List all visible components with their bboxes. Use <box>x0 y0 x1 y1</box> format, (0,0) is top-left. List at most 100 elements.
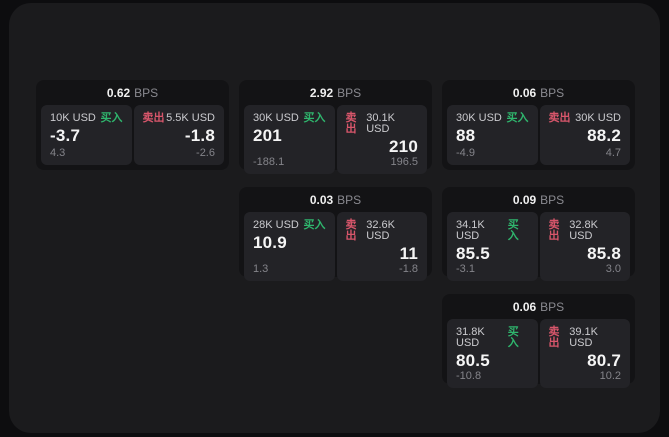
sell-tile[interactable]: 卖出 5.5K USD -1.8 -2.6 <box>133 105 224 165</box>
buy-tile-header: 34.1K USD 买入 <box>456 220 529 242</box>
buy-badge: 买入 <box>303 219 326 231</box>
sell-tile-header: 卖出 32.8K USD <box>549 220 622 242</box>
quote-card: 0.03 BPS 28K USD 买入 10.9 1.3 卖出 32.6K US… <box>239 187 432 281</box>
sell-tile-header: 卖出 39.1K USD <box>549 327 622 349</box>
sell-quote-sub: 4.7 <box>605 147 621 159</box>
buy-badge: 买入 <box>100 112 123 124</box>
buy-quote-sub: -3.1 <box>456 262 475 275</box>
sell-quote-sub: 3.0 <box>605 262 621 275</box>
sell-quote-value: 210 <box>389 137 418 156</box>
bps-unit: BPS <box>540 192 565 207</box>
sell-tile-header: 卖出 32.6K USD <box>346 220 419 242</box>
quote-body: 30K USD 买入 88 -4.9 卖出 30K USD 88.2 4.7 <box>442 105 635 170</box>
buy-quote-sub: -188.1 <box>253 155 285 168</box>
bps-value: 2.92 <box>309 85 334 100</box>
buy-amount-label: 30K USD <box>456 112 502 124</box>
buy-tile-header: 10K USD 买入 <box>50 113 123 124</box>
buy-tile[interactable]: 34.1K USD 买入 85.5 -3.1 <box>447 212 538 281</box>
sell-tile[interactable]: 卖出 30.1K USD 210 196.5 <box>336 105 427 174</box>
buy-tile[interactable]: 28K USD 买入 10.9 1.3 <box>244 212 335 281</box>
sell-amount-label: 5.5K USD <box>166 112 215 124</box>
sell-amount-label: 32.6K USD <box>366 219 395 242</box>
sell-quote-value: 80.7 <box>587 351 621 370</box>
buy-tile[interactable]: 10K USD 买入 -3.7 4.3 <box>41 105 132 165</box>
bps-unit: BPS <box>540 299 565 314</box>
bps-value: 0.03 <box>309 192 334 207</box>
bps-header: 2.92 BPS <box>239 80 432 105</box>
bps-value: 0.09 <box>512 192 537 207</box>
bps-header: 0.06 BPS <box>442 294 635 319</box>
bps-value: 0.62 <box>106 85 131 100</box>
buy-tile[interactable]: 31.8K USD 买入 80.5 -10.8 <box>447 319 538 388</box>
sell-tile[interactable]: 卖出 32.8K USD 85.8 3.0 <box>539 212 630 281</box>
bps-header: 0.06 BPS <box>442 80 635 105</box>
sell-badge: 卖出 <box>548 112 571 124</box>
sell-quote-value: 11 <box>399 244 418 263</box>
buy-badge: 买入 <box>506 112 529 124</box>
sell-quote-sub: -1.8 <box>399 262 418 275</box>
quote-card: 0.06 BPS 31.8K USD 买入 80.5 -10.8 卖出 39.1… <box>442 294 635 388</box>
bps-unit: BPS <box>337 192 362 207</box>
sell-quote-sub: 10.2 <box>599 369 621 382</box>
bps-unit: BPS <box>540 85 565 100</box>
buy-badge: 买入 <box>507 326 519 349</box>
buy-quote-sub: -4.9 <box>456 147 475 159</box>
sell-quote-sub: -2.6 <box>196 147 215 159</box>
buy-quote-sub: 4.3 <box>50 147 66 159</box>
buy-tile-header: 28K USD 买入 <box>253 220 326 231</box>
sell-tile[interactable]: 卖出 39.1K USD 80.7 10.2 <box>539 319 630 388</box>
buy-quote-value: 88 <box>456 126 476 145</box>
bps-unit: BPS <box>337 85 362 100</box>
sell-quote-value: 85.8 <box>587 244 621 263</box>
buy-quote-value: 85.5 <box>456 244 490 263</box>
buy-quote-sub: 1.3 <box>253 262 269 275</box>
sell-tile[interactable]: 卖出 32.6K USD 11 -1.8 <box>336 212 427 281</box>
buy-amount-label: 34.1K USD <box>456 219 485 242</box>
buy-amount-label: 28K USD <box>253 219 299 231</box>
buy-quote-value: 10.9 <box>253 233 287 252</box>
quote-body: 10K USD 买入 -3.7 4.3 卖出 5.5K USD -1.8 -2.… <box>36 105 229 170</box>
sell-amount-label: 32.8K USD <box>569 219 598 242</box>
bps-unit: BPS <box>134 85 159 100</box>
app-window: 0.62 BPS 10K USD 买入 -3.7 4.3 卖出 5.5K USD <box>9 3 660 433</box>
buy-amount-label: 30K USD <box>253 112 299 124</box>
buy-tile[interactable]: 30K USD 买入 88 -4.9 <box>447 105 538 165</box>
sell-tile-header: 卖出 5.5K USD <box>143 113 216 124</box>
sell-quote-sub: 196.5 <box>390 155 418 168</box>
buy-badge: 买入 <box>303 112 326 124</box>
bps-value: 0.06 <box>512 85 537 100</box>
sell-quote-value: 88.2 <box>587 126 621 145</box>
buy-tile-header: 30K USD 买入 <box>253 113 326 124</box>
quote-body: 28K USD 买入 10.9 1.3 卖出 32.6K USD 11 -1.8 <box>239 212 432 286</box>
buy-tile[interactable]: 30K USD 买入 201 -188.1 <box>244 105 335 174</box>
sell-badge: 卖出 <box>548 326 560 349</box>
buy-amount-label: 10K USD <box>50 112 96 124</box>
bps-header: 0.03 BPS <box>239 187 432 212</box>
sell-tile-header: 卖出 30.1K USD <box>346 113 419 135</box>
quote-body: 34.1K USD 买入 85.5 -3.1 卖出 32.8K USD 85.8… <box>442 212 635 286</box>
buy-quote-sub: -10.8 <box>456 369 482 382</box>
sell-quote-value: -1.8 <box>184 126 215 145</box>
sell-badge: 卖出 <box>345 112 357 135</box>
quote-card: 2.92 BPS 30K USD 买入 201 -188.1 卖出 30.1K … <box>239 80 432 174</box>
quote-body: 30K USD 买入 201 -188.1 卖出 30.1K USD 210 1… <box>239 105 432 179</box>
buy-quote-value: 80.5 <box>456 351 490 370</box>
bps-header: 0.62 BPS <box>36 80 229 105</box>
buy-quote-value: 201 <box>253 126 282 145</box>
sell-badge: 卖出 <box>548 219 560 242</box>
buy-quote-value: -3.7 <box>50 126 81 145</box>
quote-card: 0.09 BPS 34.1K USD 买入 85.5 -3.1 卖出 32.8K… <box>442 187 635 281</box>
quote-grid: 0.62 BPS 10K USD 买入 -3.7 4.3 卖出 5.5K USD <box>36 80 635 388</box>
buy-tile-header: 31.8K USD 买入 <box>456 327 529 349</box>
quote-body: 31.8K USD 买入 80.5 -10.8 卖出 39.1K USD 80.… <box>442 319 635 393</box>
sell-amount-label: 30.1K USD <box>366 112 395 135</box>
buy-amount-label: 31.8K USD <box>456 326 485 349</box>
sell-tile[interactable]: 卖出 30K USD 88.2 4.7 <box>539 105 630 165</box>
sell-badge: 卖出 <box>142 112 165 124</box>
quote-card: 0.62 BPS 10K USD 买入 -3.7 4.3 卖出 5.5K USD <box>36 80 229 170</box>
bps-header: 0.09 BPS <box>442 187 635 212</box>
sell-badge: 卖出 <box>345 219 357 242</box>
buy-tile-header: 30K USD 买入 <box>456 113 529 124</box>
buy-badge: 买入 <box>507 219 519 242</box>
quote-card: 0.06 BPS 30K USD 买入 88 -4.9 卖出 30K USD <box>442 80 635 170</box>
